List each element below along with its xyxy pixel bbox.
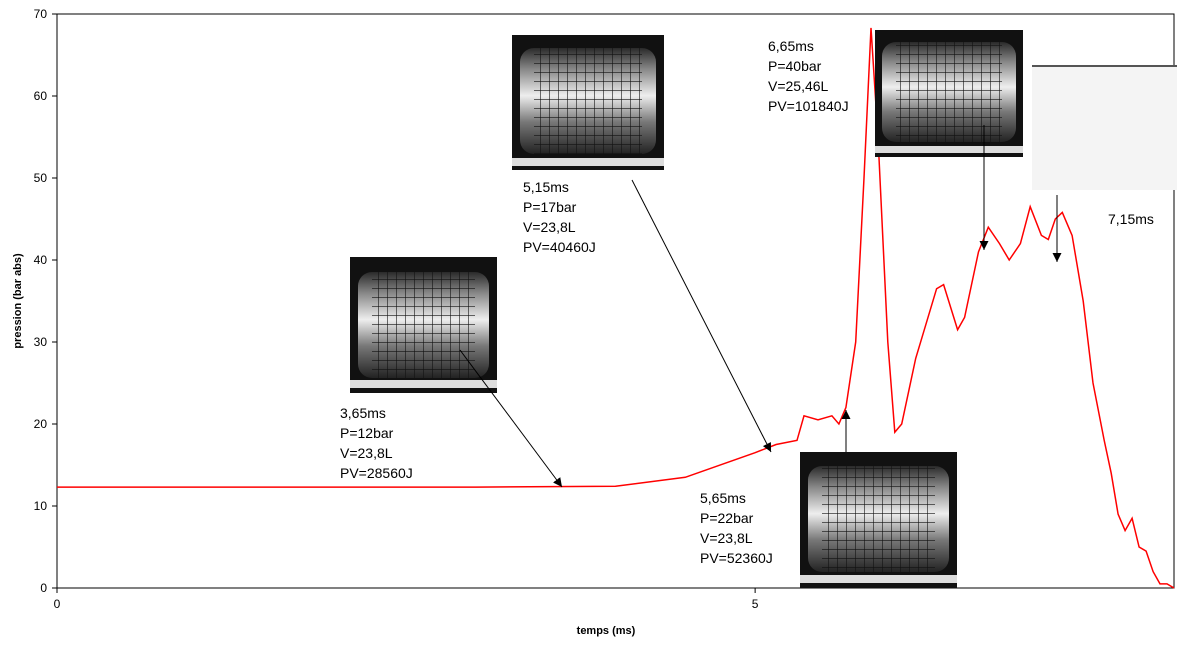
- y-tick-label: 20: [34, 417, 48, 431]
- arrow: [459, 349, 563, 488]
- annotation-line: 5,65ms: [700, 490, 746, 506]
- annotation-line: 7,15ms: [1108, 211, 1154, 227]
- annotation-line: V=25,46L: [768, 78, 829, 94]
- photo: [1032, 65, 1177, 190]
- y-tick-label: 0: [40, 581, 47, 595]
- x-axis-label: temps (ms): [577, 625, 636, 637]
- annotation-line: 6,65ms: [768, 38, 814, 54]
- annotation-line: PV=28560J: [340, 465, 413, 481]
- annotation-line: P=12bar: [340, 425, 394, 441]
- arrow: [631, 179, 772, 453]
- photo: [800, 452, 957, 588]
- x-tick-label: 5: [752, 597, 759, 611]
- photos: [350, 30, 1177, 588]
- photo: [350, 257, 497, 393]
- annotation-line: V=23,8L: [700, 530, 753, 546]
- annotation-line: V=23,8L: [523, 219, 576, 235]
- y-tick-label: 70: [34, 7, 48, 21]
- photo: [875, 30, 1023, 157]
- y-tick-label: 40: [34, 253, 48, 267]
- annotation-line: P=22bar: [700, 510, 754, 526]
- y-tick-label: 50: [34, 171, 48, 185]
- annotation-line: V=23,8L: [340, 445, 393, 461]
- annotation-line: PV=52360J: [700, 550, 773, 566]
- plot-area: [56, 13, 1175, 589]
- y-tick-label: 60: [34, 89, 48, 103]
- y-axis-label: pression (bar abs): [12, 253, 24, 349]
- arrows: [459, 125, 1062, 488]
- data-line: [57, 27, 1175, 589]
- annotation-line: 5,15ms: [523, 179, 569, 195]
- annotation-line: 3,65ms: [340, 405, 386, 421]
- annotation-line: P=40bar: [768, 58, 822, 74]
- y-tick-label: 30: [34, 335, 48, 349]
- annotation-line: PV=40460J: [523, 239, 596, 255]
- x-tick-label: 0: [54, 597, 61, 611]
- y-tick-label: 10: [34, 499, 48, 513]
- photo: [512, 35, 664, 170]
- annotation-line: PV=101840J: [768, 98, 849, 114]
- annotation-line: P=17bar: [523, 199, 577, 215]
